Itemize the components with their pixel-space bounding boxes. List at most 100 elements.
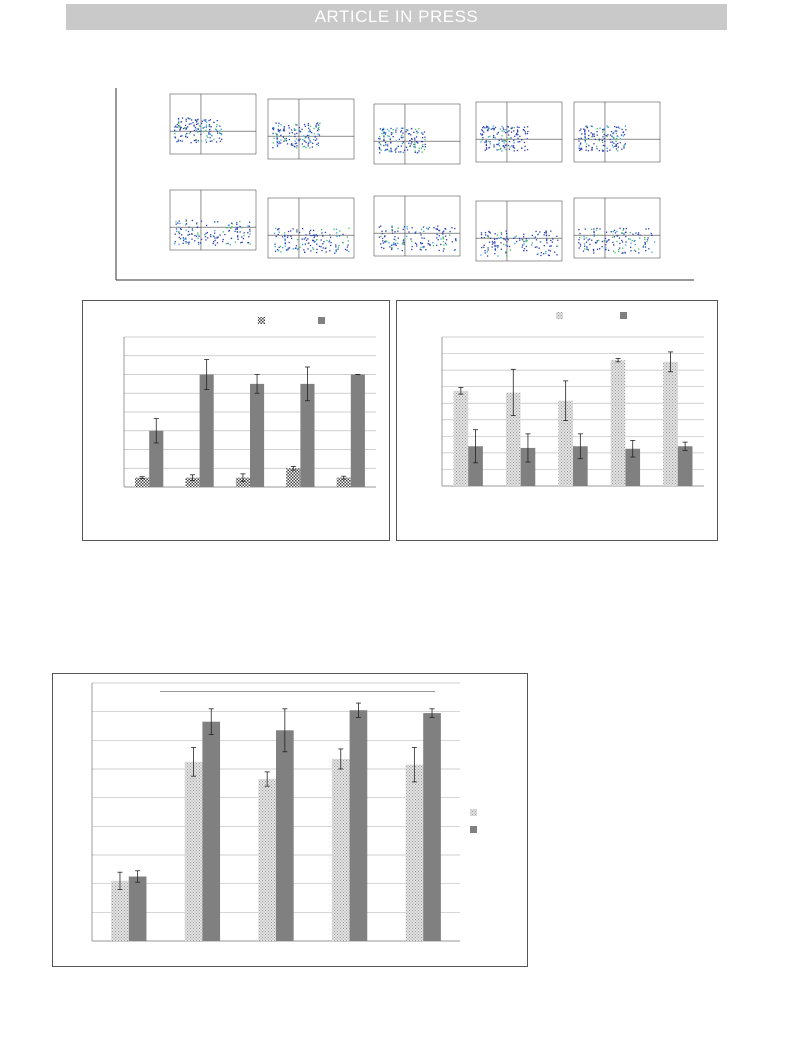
event-dot — [481, 129, 483, 131]
event-dot — [295, 142, 298, 144]
event-dot — [420, 242, 422, 244]
event-dot — [174, 126, 176, 128]
event-dot — [216, 130, 219, 132]
event-dot — [497, 237, 500, 239]
event-dot — [386, 135, 389, 137]
event-dot — [616, 230, 618, 233]
event-dot — [485, 144, 488, 147]
event-dot — [638, 252, 640, 254]
event-dot — [650, 232, 652, 235]
event-dot — [221, 138, 223, 141]
event-dot — [197, 131, 199, 133]
event-dot — [621, 241, 624, 243]
event-dot — [389, 138, 392, 141]
event-dot — [179, 222, 181, 225]
event-dot — [285, 140, 288, 142]
event-dot — [603, 133, 605, 136]
event-dot — [423, 237, 425, 239]
event-dot — [275, 235, 277, 238]
event-dot — [592, 248, 595, 251]
event-dot — [295, 245, 298, 247]
event-dot — [333, 228, 335, 230]
bar-k562 — [349, 710, 368, 941]
event-dot — [288, 241, 290, 244]
event-dot — [318, 134, 321, 136]
event-dot — [593, 135, 595, 137]
event-dot — [428, 244, 431, 246]
event-dot — [622, 247, 624, 249]
event-dot — [378, 137, 380, 140]
flow-plot-frame — [169, 93, 257, 155]
event-dot — [408, 142, 410, 144]
event-dot — [515, 235, 517, 237]
event-dot — [481, 134, 483, 136]
event-dot — [177, 139, 180, 141]
event-dot — [595, 242, 597, 244]
event-dot — [196, 120, 198, 122]
event-dot — [487, 127, 489, 130]
event-dot — [537, 253, 539, 255]
bar-hela — [610, 360, 626, 486]
event-dot — [617, 126, 619, 128]
event-dot — [231, 223, 233, 225]
event-dot — [234, 228, 237, 230]
event-dot — [550, 239, 552, 242]
event-dot — [205, 124, 208, 126]
event-dot — [337, 246, 340, 248]
event-dot — [315, 125, 317, 127]
event-dot — [309, 129, 311, 131]
event-dot — [390, 132, 393, 134]
event-dot — [316, 235, 318, 237]
event-dot — [277, 229, 279, 231]
event-dot — [501, 135, 503, 137]
flow-plot — [169, 189, 257, 251]
event-dot — [177, 222, 179, 224]
event-dot — [587, 130, 590, 132]
event-dot — [180, 126, 182, 129]
event-dot — [526, 132, 529, 135]
event-dot — [390, 147, 392, 150]
event-dot — [220, 128, 222, 130]
event-dot — [556, 245, 559, 247]
event-dot — [603, 128, 606, 130]
event-dot — [325, 251, 327, 253]
event-dot — [197, 118, 199, 121]
flow-plot-frame — [573, 101, 661, 163]
event-dot — [203, 130, 205, 133]
event-dot — [207, 136, 209, 138]
event-dot — [492, 125, 495, 127]
event-dot — [308, 142, 310, 144]
event-dot — [517, 137, 519, 139]
event-dot — [509, 146, 511, 148]
event-dot — [489, 143, 492, 145]
event-dot — [391, 230, 393, 232]
event-dot — [303, 140, 305, 142]
event-dot — [436, 244, 438, 247]
event-dot — [501, 130, 503, 132]
event-dot — [607, 249, 610, 251]
event-dot — [181, 135, 183, 137]
flow-plot-events — [480, 125, 529, 152]
event-dot — [591, 133, 594, 135]
event-dot — [503, 142, 505, 144]
event-dot — [436, 233, 438, 236]
event-dot — [527, 126, 529, 128]
event-dot — [411, 245, 413, 248]
event-dot — [316, 138, 318, 140]
event-dot — [303, 135, 305, 137]
event-dot — [422, 226, 425, 228]
event-dot — [217, 221, 219, 223]
event-dot — [215, 129, 218, 131]
event-dot — [522, 239, 524, 241]
event-dot — [194, 234, 196, 237]
event-dot — [578, 242, 580, 244]
event-dot — [592, 135, 594, 137]
event-dot — [229, 244, 231, 246]
event-dot — [613, 137, 615, 139]
event-dot — [276, 134, 278, 137]
event-dot — [195, 123, 198, 125]
event-dot — [403, 241, 405, 244]
event-dot — [224, 233, 226, 236]
event-dot — [587, 239, 589, 241]
event-dot — [601, 139, 603, 142]
